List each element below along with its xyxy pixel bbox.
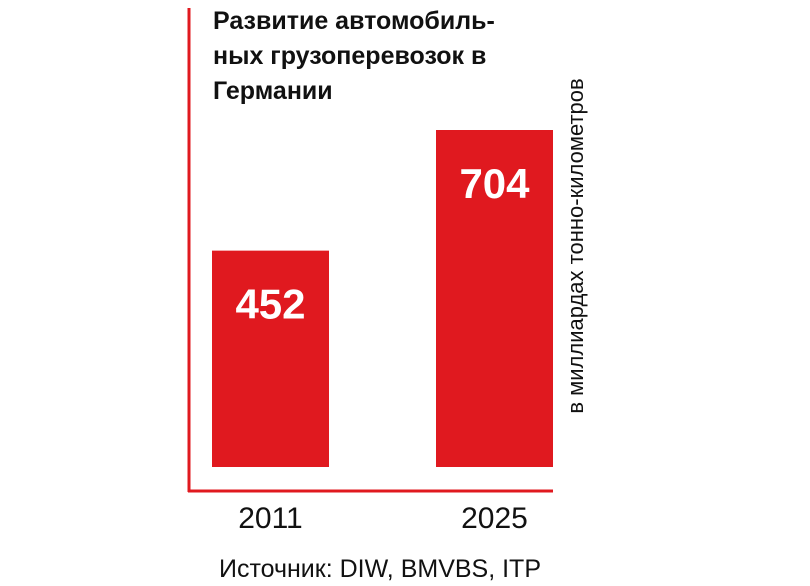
x-tick-label-2025: 2025 (461, 502, 528, 535)
bar-2011 (212, 250, 329, 467)
chart-title-line-2: ных грузоперевозок в (213, 42, 486, 70)
bar-2025 (436, 130, 553, 467)
data-label-2011: 452 (235, 281, 305, 328)
chart-title-line-1: Развитие автомобиль- (213, 7, 495, 35)
x-tick-label-2011: 2011 (238, 502, 303, 535)
y-axis-label: в миллиардах тонно-километров (563, 78, 588, 413)
chart-title-line-3: Германии (213, 77, 333, 105)
data-label-2025: 704 (459, 160, 530, 207)
source-note: Источник: DIW, BMVBS, ITP (219, 555, 541, 583)
